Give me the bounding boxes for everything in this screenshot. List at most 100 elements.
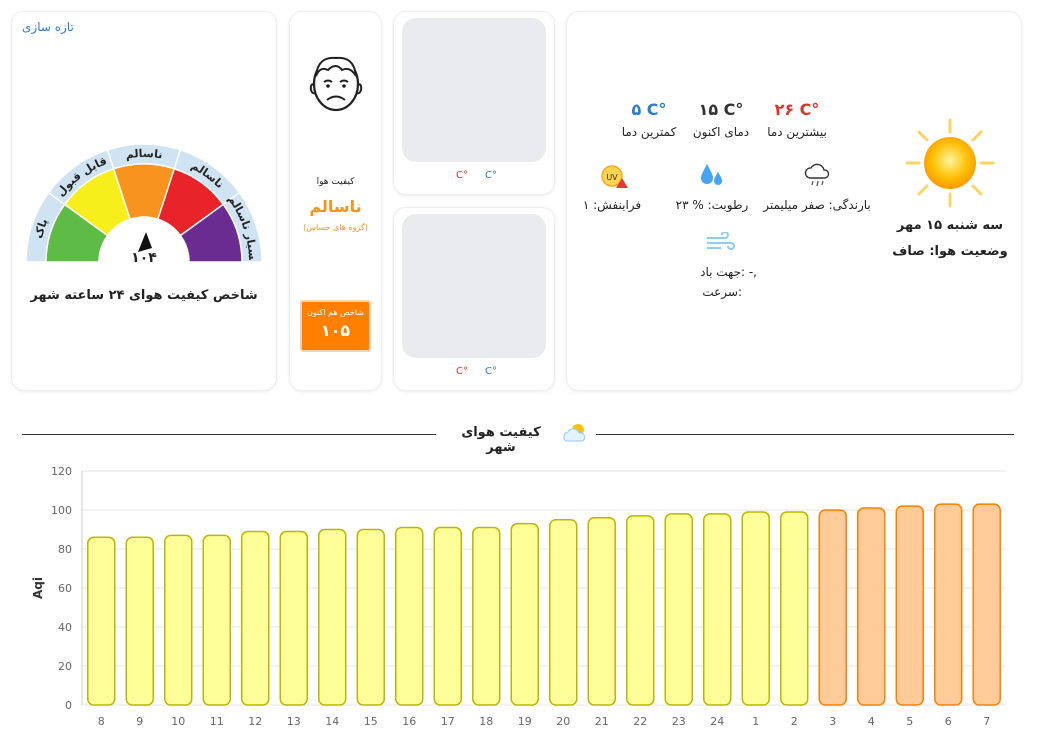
refresh-link[interactable]: تازه سازی	[22, 20, 74, 34]
chart-bar[interactable]	[857, 507, 886, 706]
forecast-temp-low: C°	[485, 170, 497, 181]
x-tick-label: 9	[136, 715, 143, 728]
chart-bar[interactable]	[780, 511, 809, 706]
uv-icon: UV	[601, 165, 628, 188]
gauge-hub	[101, 219, 187, 292]
y-tick-label: 40	[58, 621, 72, 634]
x-tick-label: 7	[983, 715, 990, 728]
x-tick-label: 24	[710, 715, 724, 728]
x-tick-label: 11	[210, 715, 224, 728]
chart-bar[interactable]	[433, 526, 462, 706]
x-tick-label: 23	[672, 715, 686, 728]
chart-bar[interactable]	[664, 513, 693, 706]
x-tick-label: 20	[556, 715, 570, 728]
gauge-title: شاخص کیفیت هوای ۲۴ ساعته شهر	[30, 288, 258, 303]
chart-bar[interactable]	[356, 528, 385, 706]
air-quality-card: کیفیت هوا ناسالم (گروه های حساس) شاخص هم…	[290, 12, 381, 390]
x-tick-label: 15	[364, 715, 378, 728]
date-text: سه شنبه ۱۵ مهر	[896, 218, 1004, 233]
y-tick-label: 0	[65, 699, 72, 712]
chart-bar[interactable]	[587, 517, 616, 706]
y-tick-label: 20	[58, 660, 72, 673]
chart-bar[interactable]	[472, 526, 501, 706]
gauge-segment	[179, 203, 243, 263]
x-tick-label: 5	[906, 715, 913, 728]
chart-bar[interactable]	[818, 509, 847, 706]
x-tick-label: 22	[633, 715, 647, 728]
chart-bar[interactable]	[202, 534, 231, 706]
x-tick-label: 6	[945, 715, 952, 728]
chart-bar[interactable]	[87, 536, 116, 706]
unit: C°	[723, 100, 744, 119]
forecast-temp-low: C°	[485, 366, 497, 377]
chart-bar[interactable]	[703, 513, 732, 706]
gauge-segment	[112, 163, 176, 221]
sun-icon	[905, 118, 995, 208]
max-temp-label: بیشترین دما	[767, 125, 827, 139]
quality-heading: کیفیت هوا	[316, 177, 355, 187]
rain-text: بارندگی: صفر میلیمتر	[763, 198, 871, 212]
chart-bar[interactable]	[318, 528, 347, 706]
x-tick-label: 21	[595, 715, 609, 728]
chart-bar[interactable]	[279, 530, 308, 706]
current-index-box: شاخص هم اکنون ۱۰۵	[300, 300, 371, 352]
section-title: کیفیت هوای شهر	[461, 425, 541, 455]
forecast-image-placeholder	[402, 18, 546, 162]
current-temp-value: ۱۵	[698, 100, 719, 119]
x-tick-label: 17	[441, 715, 455, 728]
chart-bar[interactable]	[972, 503, 1001, 706]
x-tick-label: 14	[325, 715, 339, 728]
current-index-value: ۱۰۵	[320, 321, 351, 340]
x-tick-label: 16	[402, 715, 416, 728]
current-index-label: شاخص هم اکنون	[307, 308, 364, 317]
forecast-image-placeholder	[402, 214, 546, 358]
chart-bar[interactable]	[626, 515, 655, 706]
gauge-segment-label: ناسالم	[125, 147, 164, 162]
gauge-segment	[156, 167, 225, 237]
condition-text: وضعیت هوا: صاف	[892, 244, 1008, 259]
x-tick-label: 8	[98, 715, 105, 728]
humidity-text: رطوبت: % ۲۳	[675, 198, 749, 212]
x-tick-label: 4	[868, 715, 875, 728]
y-axis-label: Aqi	[31, 577, 45, 599]
current-temp-block: ۱۵ C° دمای اکنون	[681, 100, 761, 139]
max-temp-value: ۲۶	[774, 100, 795, 119]
unit: C°	[799, 100, 820, 119]
rain-cloud-icon	[804, 163, 830, 187]
wind-direction: جهت باد: -,	[700, 265, 757, 279]
chart-bar[interactable]	[549, 519, 578, 706]
chart-bar[interactable]	[510, 522, 539, 706]
chart-bar[interactable]	[741, 511, 770, 706]
y-tick-label: 80	[58, 543, 72, 556]
max-temp-block: ۲۶ C° بیشترین دما	[757, 100, 837, 139]
chart-bar[interactable]	[895, 505, 924, 706]
x-tick-label: 13	[287, 715, 301, 728]
chart-bar[interactable]	[395, 526, 424, 706]
chart-bar[interactable]	[164, 534, 193, 706]
partly-cloudy-icon	[563, 424, 586, 442]
y-tick-label: 100	[51, 504, 72, 517]
y-tick-label: 120	[51, 465, 72, 478]
x-tick-label: 18	[479, 715, 493, 728]
humidity-icon	[701, 164, 722, 185]
uv-text: فرابنفش: ۱	[582, 198, 642, 212]
gauge-needle	[138, 232, 152, 252]
min-temp-block: ۵ C° کمترین دما	[609, 100, 689, 139]
chart-bar[interactable]	[934, 503, 963, 706]
x-tick-label: 10	[171, 715, 185, 728]
forecast-temp-high: C°	[456, 170, 468, 181]
current-temp-label: دمای اکنون	[692, 125, 750, 139]
forecast-card-1: C° C°	[394, 12, 554, 194]
weather-card: ۲۶ C° بیشترین دما ۱۵ C° دمای اکنون ۵ C° …	[567, 12, 1021, 390]
quality-group: (گروه های حساس)	[303, 223, 368, 232]
x-tick-label: 19	[518, 715, 532, 728]
x-tick-label: 12	[248, 715, 262, 728]
gauge-segment	[45, 203, 109, 263]
chart-bar[interactable]	[125, 536, 154, 706]
sad-face-icon	[309, 56, 363, 112]
quality-status: ناسالم	[309, 197, 362, 216]
x-tick-label: 1	[752, 715, 759, 728]
chart-bar[interactable]	[241, 530, 270, 706]
